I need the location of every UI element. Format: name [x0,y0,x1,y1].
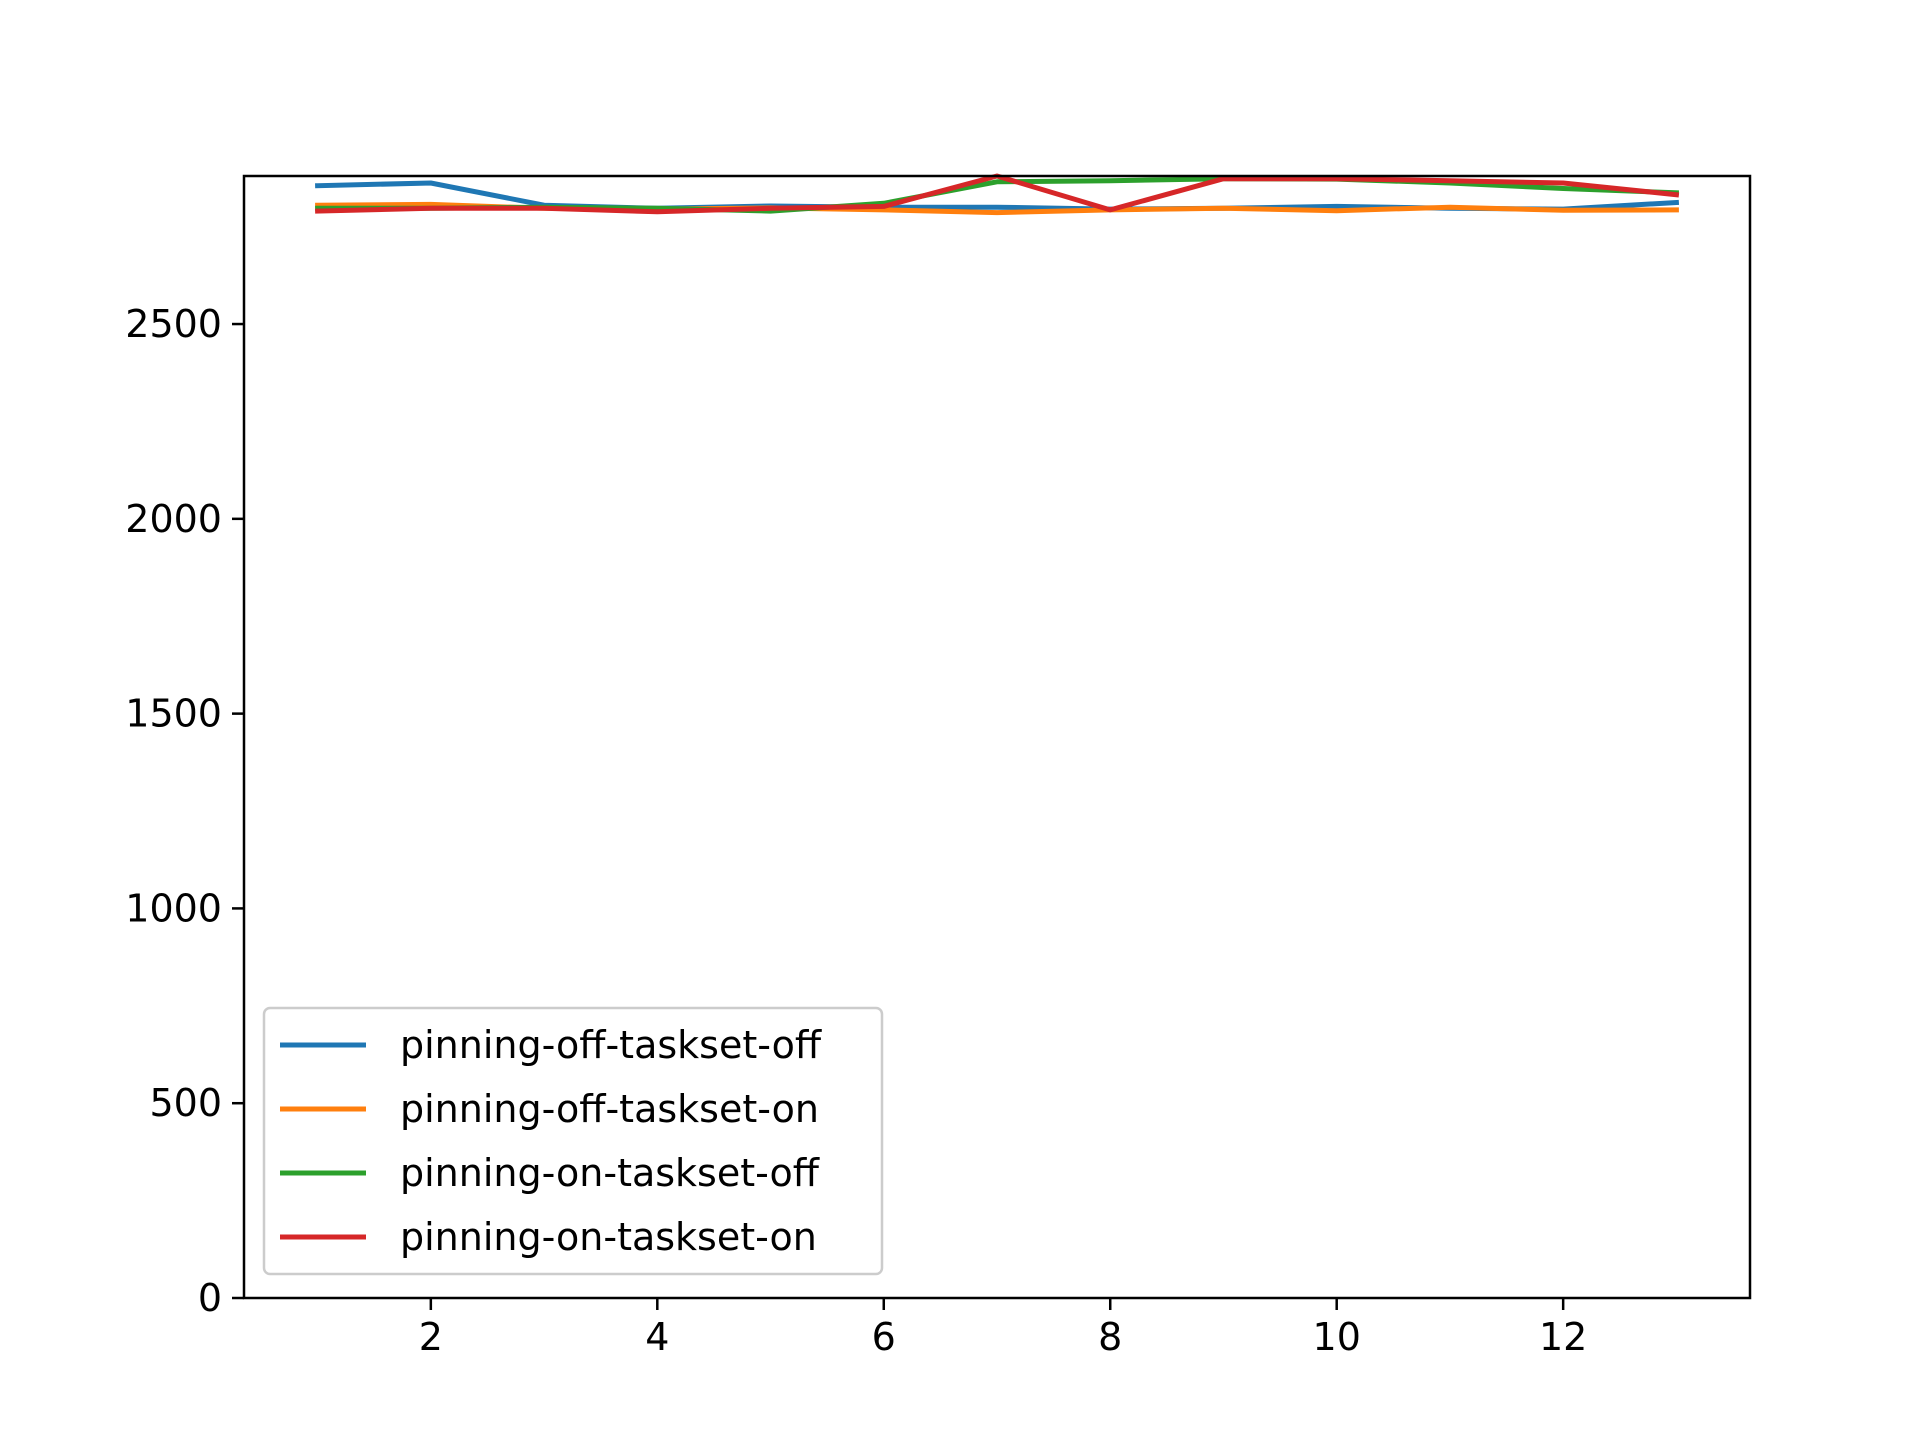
plot-frame [242,174,1752,1300]
x-tick-label: 2 [419,1315,443,1359]
x-tick-label: 6 [872,1315,896,1359]
legend-label-pinning-off-taskset-on: pinning-off-taskset-on [400,1087,819,1131]
legend-label-pinning-off-taskset-off: pinning-off-taskset-off [400,1023,822,1067]
x-axis: 2 4 6 8 10 12 [419,1298,1587,1359]
y-tick-label: 1500 [125,692,222,736]
y-tick-label: 1000 [125,886,222,930]
x-tick-label: 10 [1313,1315,1361,1359]
legend-label-pinning-on-taskset-on: pinning-on-taskset-on [400,1215,817,1259]
y-tick-label: 2500 [125,302,222,346]
x-tick-label: 12 [1539,1315,1587,1359]
y-tick-label: 500 [149,1081,222,1125]
x-tick-label: 8 [1098,1315,1122,1359]
y-tick-label: 0 [198,1276,222,1320]
legend-box [262,1006,884,1276]
y-axis: 0 500 1000 1500 2000 2500 [125,302,244,1320]
legend-label-pinning-on-taskset-off: pinning-on-taskset-off [400,1151,820,1195]
x-tick-label: 4 [645,1315,669,1359]
legend: pinning-off-taskset-off pinning-off-tasks… [262,1006,884,1276]
y-tick-label: 2000 [125,497,222,541]
